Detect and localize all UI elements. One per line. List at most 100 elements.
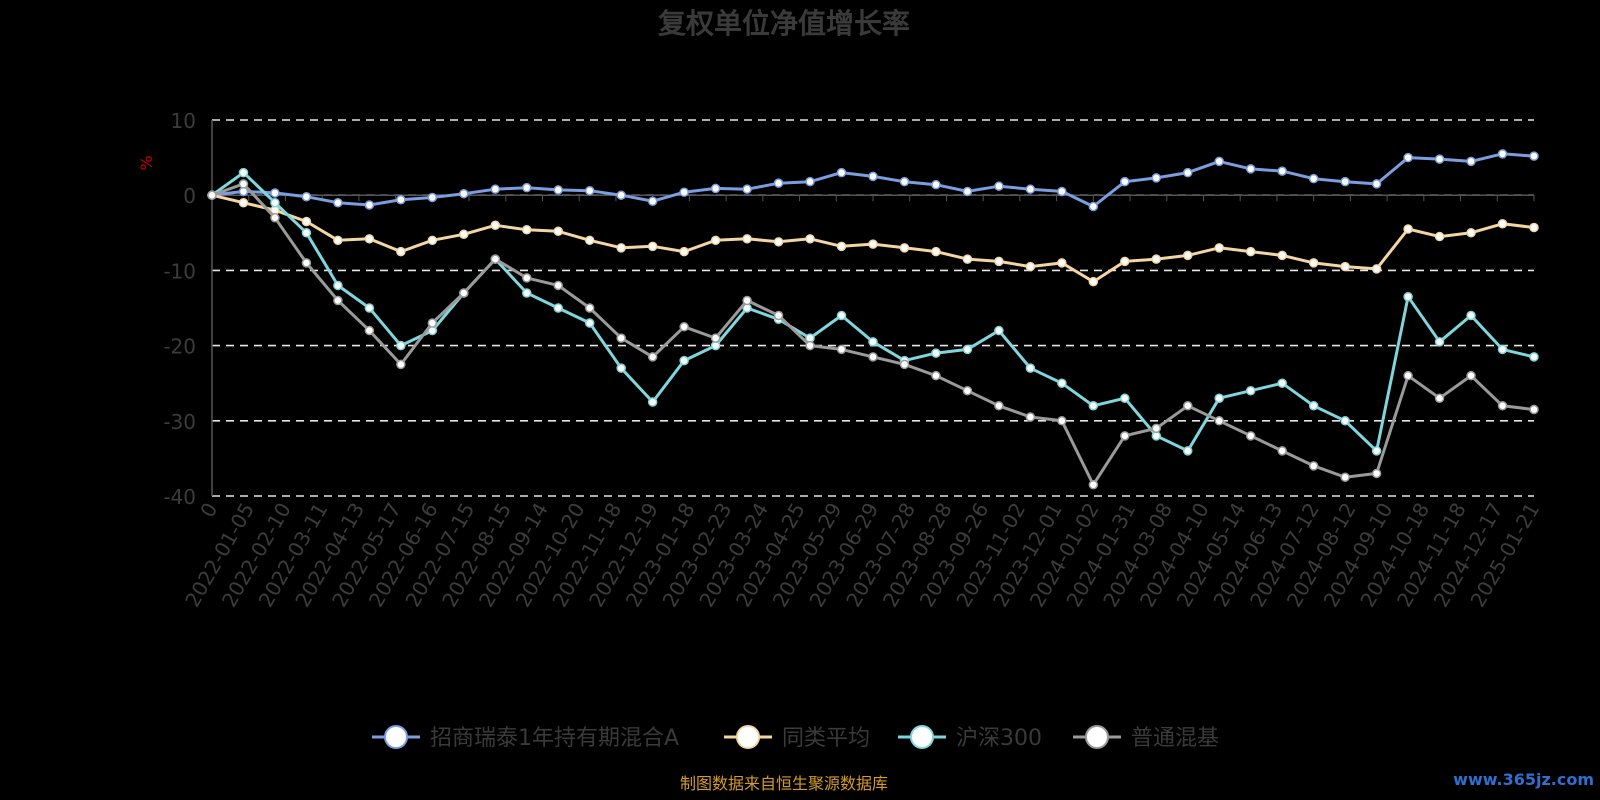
data-point [1057,186,1067,197]
data-point [1277,378,1287,388]
legend-item[interactable]: 招商瑞泰1年持有期混合A [372,725,679,751]
data-point [616,190,626,200]
y-tick-label: -30 [163,410,196,434]
data-point [301,216,312,227]
data-point [1120,393,1130,403]
data-point [1088,276,1099,287]
data-point [1025,412,1036,422]
legend-item[interactable]: 同类平均 [724,725,870,751]
data-point [742,234,752,244]
data-point [1245,246,1256,257]
data-point [962,344,973,355]
data-point [301,228,312,238]
data-point [238,179,249,189]
data-point [1088,401,1099,411]
legend-item[interactable]: 普通混基 [1073,725,1219,751]
data-point [742,184,752,194]
data-point [710,183,721,194]
data-point [1057,416,1067,426]
series-lines [207,149,1539,490]
data-point [1057,258,1067,268]
data-point [1088,479,1099,490]
legend-item[interactable]: 沪深300 [898,725,1042,751]
data-point [490,184,501,194]
data-point [1466,228,1476,238]
data-point [868,171,878,182]
data-point [1025,363,1036,373]
data-point [1025,261,1036,272]
data-point [1466,310,1476,321]
y-tick-label: -10 [163,259,196,283]
data-point [490,220,501,231]
data-point [616,363,626,373]
data-point [679,355,689,366]
data-point [333,295,343,306]
data-point [1214,156,1224,167]
x-tick-labels: 02022-01-052022-02-102022-03-112022-04-1… [180,498,1544,611]
data-point [1371,179,1382,189]
legend[interactable]: 招商瑞泰1年持有期混合A 同类平均 沪深300 普通混基 [372,725,1219,751]
data-point [931,348,941,358]
data-point [1403,370,1413,381]
data-point [459,188,469,199]
chart-title: 复权单位净值增长率 [658,7,910,40]
data-point [868,337,878,347]
data-point [1434,231,1445,242]
data-point [553,303,563,313]
data-point [584,318,595,328]
data-point [553,226,563,237]
series-group [207,149,1539,212]
data-point [333,280,343,291]
data-point [459,229,469,240]
data-point [1214,416,1224,426]
data-point [616,333,626,343]
y-tick-label: 10 [171,109,196,133]
data-point [647,196,658,206]
data-point [679,322,689,332]
data-point [994,401,1004,411]
data-point [1120,431,1130,441]
legend-marker-icon [384,725,408,749]
data-point [773,237,784,247]
data-point [364,325,375,336]
data-point [899,243,910,253]
data-point [931,370,941,381]
data-point [1529,151,1539,161]
y-axis-unit: % [137,155,156,170]
data-point [710,235,721,246]
data-point [1277,250,1287,261]
series-group [207,167,1539,456]
source-note: 制图数据来自恒生聚源数据库 [680,774,888,793]
data-point [805,340,815,351]
data-point [1183,446,1193,456]
series-group [207,190,1539,287]
watermark: www.365jz.com [1453,770,1594,789]
y-tick-label: -20 [163,335,196,359]
data-point [364,234,375,244]
data-point [1529,222,1539,233]
series-line [211,171,1535,453]
data-point [1183,250,1193,261]
data-point [836,344,847,355]
data-point [1183,167,1193,178]
data-point [333,197,343,208]
data-point [364,303,375,313]
y-tick-labels: 10 0 -10 -20 -30 -40 [163,109,196,509]
data-point [1497,149,1508,159]
data-point [522,182,532,193]
data-point [522,273,532,283]
data-point [1308,401,1319,411]
data-point [899,176,910,187]
data-point [1340,261,1350,272]
data-point [207,190,217,200]
data-point [427,318,438,328]
data-point [1151,173,1162,183]
legend-label: 同类平均 [782,726,870,751]
data-point [301,258,312,268]
data-point [868,352,878,362]
data-point [742,295,752,306]
data-point [584,235,595,246]
data-point [710,333,721,343]
data-point [396,246,406,257]
